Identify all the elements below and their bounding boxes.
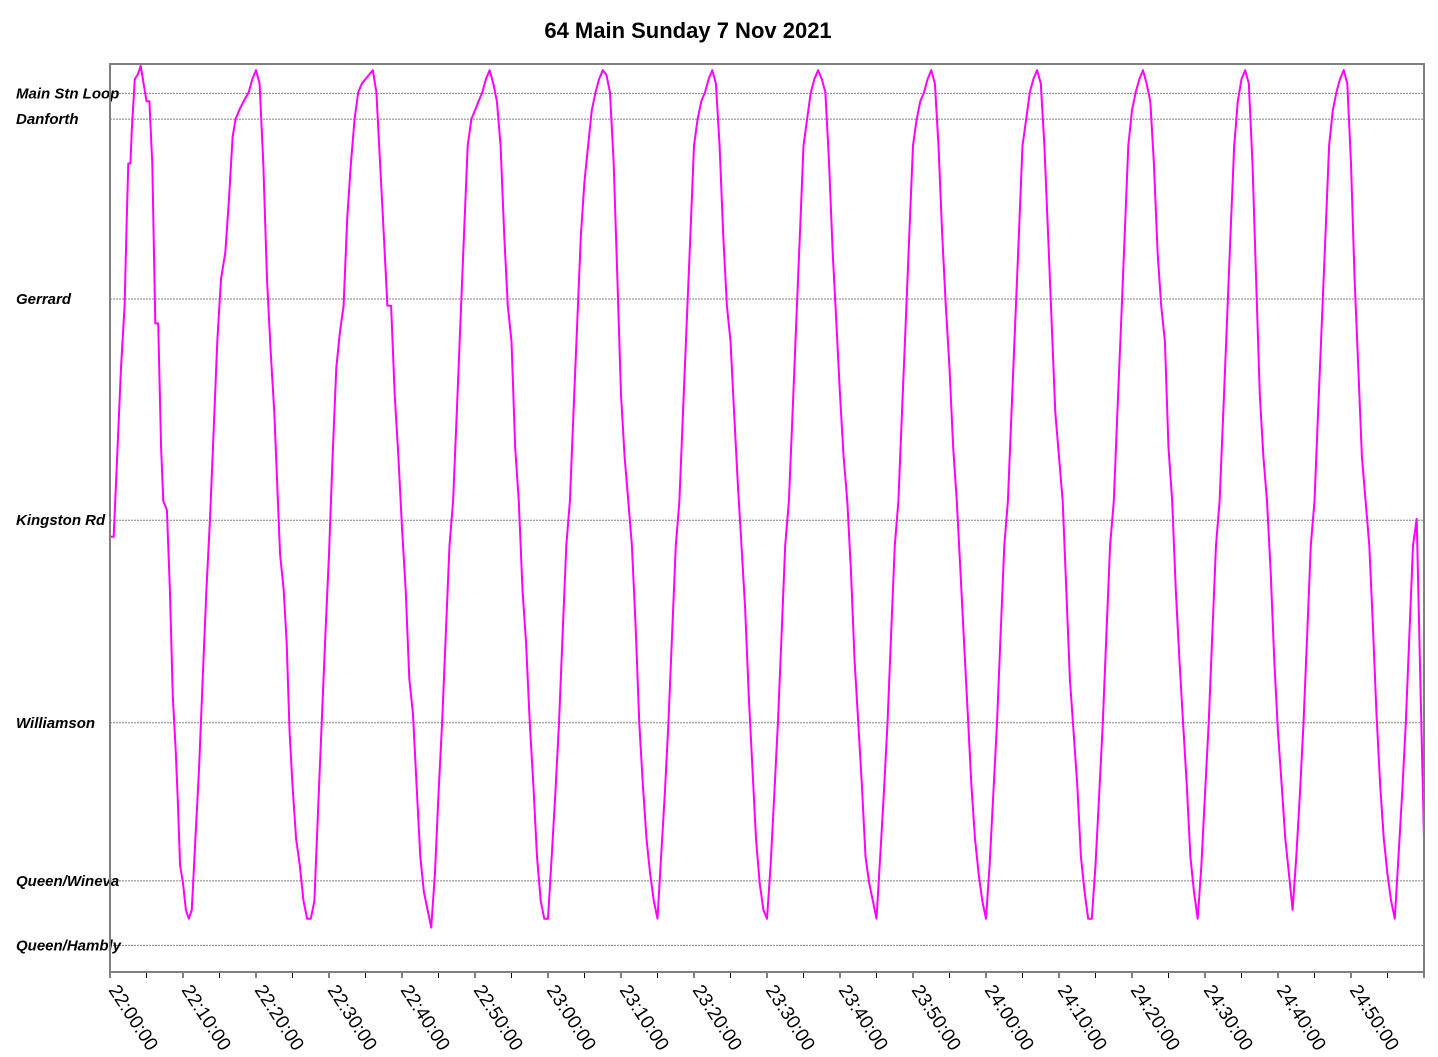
x-tick-label: 22:40:00 bbox=[396, 981, 454, 1054]
chart-title: 64 Main Sunday 7 Nov 2021 bbox=[544, 18, 832, 43]
x-tick-label: 23:30:00 bbox=[761, 981, 819, 1054]
stop-label: Queen/Wineva bbox=[16, 873, 119, 890]
x-tick-label: 22:50:00 bbox=[469, 981, 527, 1054]
x-tick-label: 23:00:00 bbox=[542, 981, 600, 1054]
x-tick-label: 23:20:00 bbox=[688, 981, 746, 1054]
x-ticks: 22:00:00 22:10:00 22:20:00 22:30:00 22:40:00… bbox=[104, 972, 1425, 1055]
x-tick-label: 24:30:00 bbox=[1199, 981, 1257, 1054]
x-tick-label: 24:10:00 bbox=[1053, 981, 1111, 1054]
stop-labels: Main Stn Loop Danforth Gerrard Kingston Rd W… bbox=[16, 85, 122, 954]
grid-layer bbox=[110, 92, 1424, 946]
plot-frame bbox=[109, 63, 1425, 973]
stop-label: Queen/Hambly bbox=[16, 937, 122, 954]
x-tick-label: 22:10:00 bbox=[177, 981, 235, 1054]
x-tick-label: 24:50:00 bbox=[1345, 981, 1403, 1054]
x-tick-label: 23:50:00 bbox=[907, 981, 965, 1054]
stop-label: Main Stn Loop bbox=[16, 85, 119, 102]
stop-label: Kingston Rd bbox=[16, 512, 106, 529]
stop-label: Gerrard bbox=[16, 291, 72, 308]
x-tick-label: 24:40:00 bbox=[1272, 981, 1330, 1054]
x-tick-label: 24:00:00 bbox=[980, 981, 1038, 1054]
stop-label: Williamson bbox=[16, 715, 95, 732]
x-tick-label: 23:40:00 bbox=[834, 981, 892, 1054]
x-tick-label: 22:30:00 bbox=[323, 981, 381, 1054]
x-tick-label: 22:20:00 bbox=[250, 981, 308, 1054]
x-tick-label: 23:10:00 bbox=[615, 981, 673, 1054]
series-layer bbox=[110, 64, 1425, 929]
series-line bbox=[110, 64, 1425, 929]
x-tick-label: 22:00:00 bbox=[104, 981, 162, 1054]
stop-label: Danforth bbox=[16, 111, 79, 128]
x-tick-label: 24:20:00 bbox=[1126, 981, 1184, 1054]
